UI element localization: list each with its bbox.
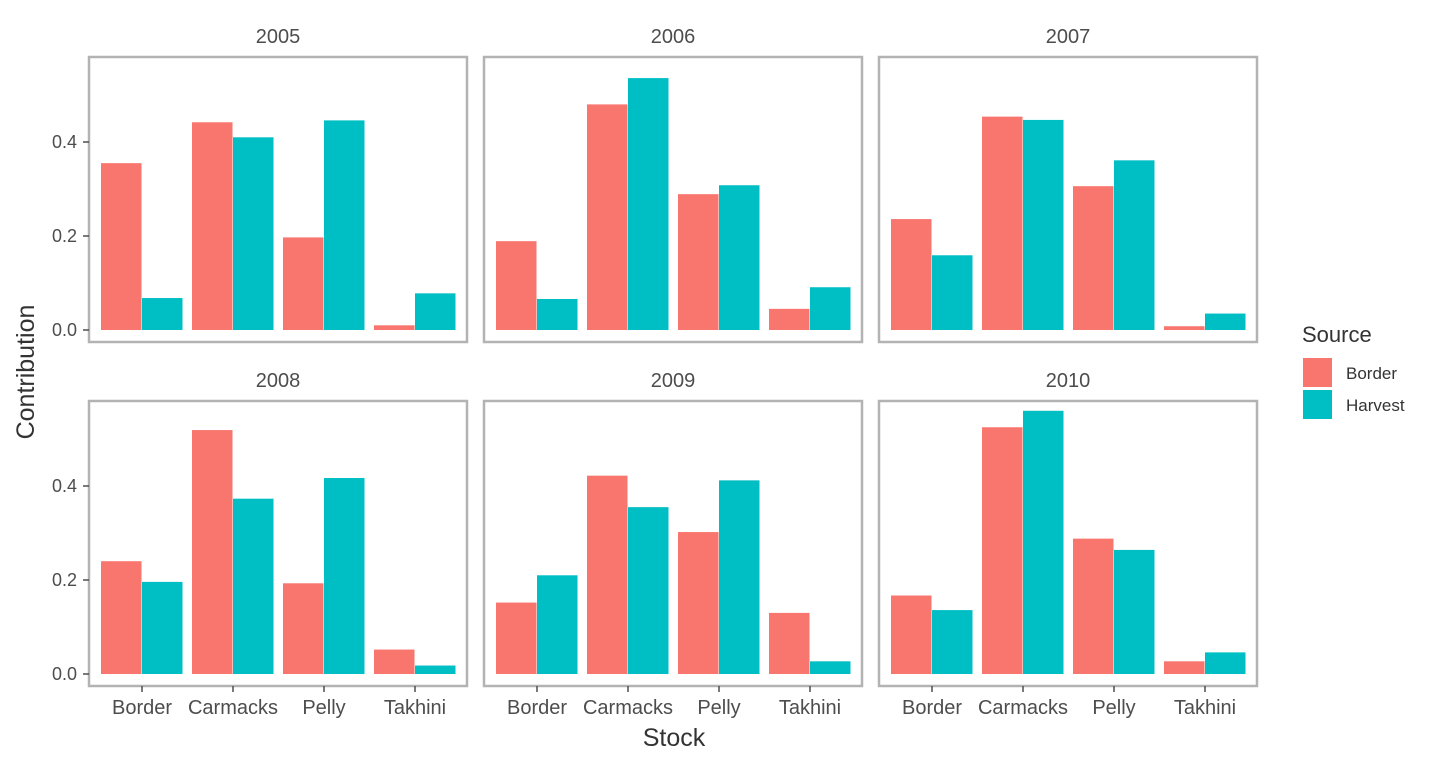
panel-2005: 2005 [87,26,469,344]
bar-2005-carmacks-border [192,122,233,330]
bar-2007-carmacks-border [982,116,1023,331]
bar-2006-border-border [496,241,537,330]
strip-title-2008: 2008 [256,370,301,392]
bar-2008-carmacks-harvest [233,498,274,674]
panel-border-2009 [482,399,864,688]
x-tick-label-pelly: Pelly [1092,697,1135,719]
bar-2009-pelly-border [678,532,719,674]
panel-border-2010 [877,399,1259,688]
panel-border-2005 [87,55,469,344]
x-tick-label-takhini: Takhini [1174,697,1236,719]
x-axis-title: Stock [643,724,706,752]
strip-title-2009: 2009 [651,370,696,392]
x-tick-label-pelly: Pelly [697,697,740,719]
bar-2006-carmacks-harvest [628,78,669,330]
bar-2010-pelly-harvest [1114,549,1155,674]
x-tick-label-border: Border [902,697,962,719]
panel-2007: 2007 [877,26,1259,344]
x-tick-label-border: Border [507,697,567,719]
bar-2005-carmacks-harvest [233,137,274,330]
bar-2007-pelly-harvest [1114,160,1155,330]
bar-2009-carmacks-harvest [628,507,669,674]
facet-panels: 2005 2006 2007 2008 2009 2010 [87,26,1259,688]
bar-2007-takhini-border [1164,326,1205,330]
panel-border-2008 [87,399,469,688]
bar-2006-takhini-harvest [810,287,851,330]
bar-2006-takhini-border [769,308,810,330]
bar-2009-border-border [496,602,537,674]
bar-2005-pelly-harvest [324,120,365,330]
y-axis-title: Contribution [12,305,40,440]
panel-2006: 2006 [482,26,864,344]
bar-2010-carmacks-harvest [1023,410,1064,674]
legend-label-harvest: Harvest [1346,396,1405,415]
strip-title-2007: 2007 [1046,26,1091,48]
legend-key-harvest [1303,390,1332,419]
bar-2008-takhini-harvest [415,665,456,674]
panel-2008: 2008 [87,370,469,688]
panel-2010: 2010 [877,370,1259,688]
bar-2006-carmacks-border [587,104,628,331]
x-tick-label-carmacks: Carmacks [583,697,673,719]
panel-border-2007 [877,55,1259,344]
legend-title: Source [1302,322,1372,347]
strip-title-2005: 2005 [256,26,301,48]
bar-2010-border-border [891,595,932,674]
bar-2009-takhini-border [769,612,810,674]
legend: Source Border Harvest [1302,322,1405,419]
bar-2007-border-harvest [932,255,973,330]
bar-2005-border-harvest [142,298,183,330]
bar-2010-pelly-border [1073,538,1114,674]
bar-2008-pelly-border [283,583,324,674]
panel-2009: 2009 [482,370,864,688]
bar-2008-carmacks-border [192,430,233,674]
bar-2009-carmacks-border [587,475,628,674]
bar-2010-takhini-harvest [1205,652,1246,674]
y-tick-label: 0.0 [52,664,77,684]
y-tick-label: 0.2 [52,226,77,246]
strip-title-2006: 2006 [651,26,696,48]
x-tick-label-border: Border [112,697,172,719]
panel-border-2006 [482,55,864,344]
axes: 0.0 0.2 0.4 0.0 0.2 0.4 Border Carmacks Pelly Tak… [52,132,1236,719]
bar-2006-pelly-border [678,194,719,330]
bar-2010-border-harvest [932,610,973,674]
y-tick-label: 0.4 [52,132,77,152]
bar-2008-border-harvest [142,581,183,674]
x-tick-label-takhini: Takhini [384,697,446,719]
strip-title-2010: 2010 [1046,370,1091,392]
bar-2006-pelly-harvest [719,185,760,330]
bar-2005-takhini-harvest [415,293,456,330]
bar-2008-takhini-border [374,649,415,674]
y-tick-label: 0.2 [52,570,77,590]
bar-2009-pelly-harvest [719,480,760,674]
x-tick-label-carmacks: Carmacks [978,697,1068,719]
x-tick-label-takhini: Takhini [779,697,841,719]
y-tick-label: 0.4 [52,476,77,496]
bar-2009-takhini-harvest [810,661,851,674]
bar-2010-takhini-border [1164,661,1205,674]
bar-2007-carmacks-harvest [1023,119,1064,330]
bar-2009-border-harvest [537,575,578,674]
legend-label-border: Border [1346,364,1397,383]
bar-2008-border-border [101,561,142,674]
bar-2005-takhini-border [374,325,415,330]
bar-2007-pelly-border [1073,186,1114,330]
bar-2008-pelly-harvest [324,478,365,674]
legend-key-border [1303,358,1332,387]
bar-2005-pelly-border [283,237,324,330]
bar-2010-carmacks-border [982,427,1023,674]
bar-2006-border-harvest [537,298,578,330]
bar-2005-border-border [101,163,142,330]
bar-2007-takhini-harvest [1205,313,1246,330]
bar-2007-border-border [891,219,932,330]
x-tick-label-pelly: Pelly [302,697,345,719]
y-tick-label: 0.0 [52,320,77,340]
x-tick-label-carmacks: Carmacks [188,697,278,719]
